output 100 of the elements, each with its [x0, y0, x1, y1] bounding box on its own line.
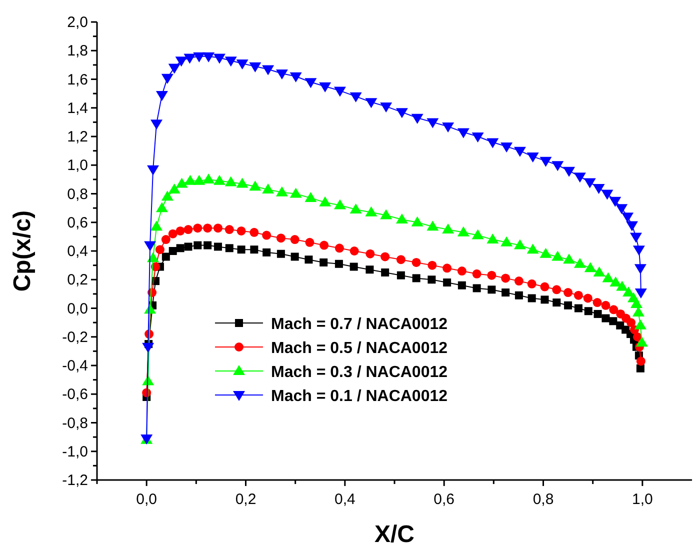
- point: [457, 226, 470, 236]
- point: [412, 274, 420, 282]
- point: [428, 276, 436, 284]
- point: [552, 250, 564, 261]
- point: [202, 52, 215, 62]
- point: [472, 132, 484, 142]
- point: [213, 54, 226, 64]
- point: [147, 165, 160, 176]
- y-tick-label: -0,4: [62, 358, 88, 374]
- point: [622, 212, 634, 223]
- x-axis-title: X/C: [374, 521, 415, 548]
- point: [540, 282, 550, 292]
- point: [609, 196, 622, 207]
- point: [176, 226, 185, 236]
- point: [502, 288, 510, 297]
- point: [636, 356, 646, 366]
- point: [540, 296, 549, 304]
- point: [602, 272, 614, 282]
- point: [365, 98, 378, 108]
- point: [442, 224, 454, 234]
- point: [564, 288, 573, 298]
- point: [472, 229, 484, 240]
- point: [396, 108, 408, 118]
- point: [552, 298, 561, 307]
- point: [540, 248, 552, 258]
- point: [161, 190, 174, 201]
- y-tick-label: 0,6: [67, 214, 88, 232]
- point: [632, 332, 642, 342]
- point: [380, 102, 392, 112]
- point: [236, 226, 246, 236]
- y-tick-label: 2,0: [67, 14, 88, 31]
- point: [457, 128, 470, 138]
- point: [184, 174, 196, 185]
- point: [626, 221, 638, 232]
- point: [563, 166, 576, 177]
- point: [574, 290, 583, 300]
- point: [501, 274, 510, 283]
- legend-label: Mach = 0.3 / NACA0012: [271, 364, 448, 381]
- point: [203, 224, 212, 233]
- point: [412, 258, 421, 267]
- point: [350, 246, 359, 256]
- point: [528, 294, 536, 302]
- point: [319, 196, 332, 206]
- point: [214, 242, 222, 251]
- point: [443, 278, 452, 286]
- point: [411, 114, 424, 124]
- x-tick-label: 0,2: [235, 491, 256, 508]
- point: [184, 242, 192, 251]
- point: [592, 184, 605, 194]
- point: [350, 92, 362, 102]
- point: [366, 249, 375, 258]
- point: [304, 256, 313, 264]
- y-axis-title: Cp(x/c): [9, 210, 36, 292]
- point: [594, 310, 602, 318]
- point: [616, 280, 628, 291]
- point: [500, 142, 513, 153]
- point: [584, 307, 592, 316]
- point: [213, 224, 222, 233]
- y-tick-label: 1,2: [67, 128, 88, 146]
- point: [224, 225, 234, 234]
- point: [428, 260, 437, 270]
- point: [276, 186, 288, 196]
- legend-label: Mach = 0.1 / NACA0012: [271, 388, 448, 405]
- point: [161, 74, 174, 84]
- point: [574, 304, 582, 312]
- point: [616, 204, 628, 214]
- point: [236, 60, 248, 70]
- point: [396, 255, 406, 264]
- point: [193, 174, 206, 185]
- point: [334, 244, 344, 253]
- x-tick-label: 0,8: [532, 491, 554, 508]
- point: [514, 276, 524, 286]
- point: [176, 178, 188, 188]
- point: [514, 239, 526, 250]
- point: [320, 240, 329, 250]
- y-tick-label: 1,0: [67, 157, 88, 174]
- point: [213, 174, 226, 185]
- point: [487, 270, 496, 280]
- point: [380, 252, 390, 262]
- point: [584, 262, 596, 272]
- point: [334, 260, 343, 268]
- y-tick-label: -1,2: [62, 472, 88, 489]
- y-tick-label: -1,0: [62, 443, 88, 460]
- point: [194, 241, 202, 250]
- point: [527, 279, 536, 288]
- point: [142, 342, 154, 353]
- point: [564, 301, 572, 310]
- point: [634, 319, 646, 330]
- legend-label: Mach = 0.7 / NACA0012: [271, 316, 448, 333]
- point: [249, 180, 262, 191]
- point: [365, 206, 378, 216]
- point: [249, 62, 262, 72]
- point: [601, 190, 614, 200]
- point: [540, 156, 552, 167]
- point: [193, 224, 202, 233]
- point: [500, 236, 513, 246]
- point: [636, 336, 648, 347]
- point: [193, 52, 206, 62]
- point: [552, 285, 562, 294]
- point: [150, 220, 162, 231]
